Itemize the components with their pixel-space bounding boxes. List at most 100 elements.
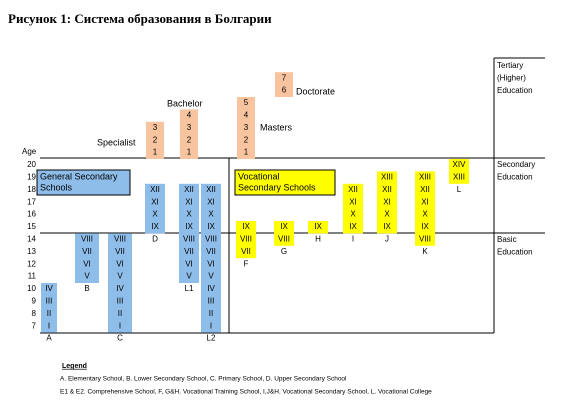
grade: VIII	[183, 235, 195, 244]
age: 17	[27, 197, 36, 206]
school-label: F	[244, 259, 249, 268]
degree-year: 2	[153, 135, 158, 144]
degree-name: Doctorate	[296, 86, 335, 96]
school-column	[75, 233, 99, 283]
grade: XI	[349, 197, 357, 206]
age: 9	[32, 297, 37, 306]
degree-year: 3	[153, 123, 158, 132]
grade: V	[117, 272, 123, 281]
grade: VIII	[419, 235, 431, 244]
level-label: Tertiary	[497, 61, 523, 70]
school-column	[449, 159, 469, 184]
school-column	[41, 283, 57, 333]
grade: IX	[349, 222, 357, 231]
grade: XII	[206, 185, 216, 194]
school-column	[377, 171, 397, 234]
grade: X	[350, 210, 356, 219]
school-type-label: Secondary Schools	[238, 182, 316, 192]
legend-line: A. Elementary School, B. Lower Secondary…	[60, 376, 347, 383]
level-label: Secondary	[497, 160, 535, 169]
degree-name: Bachelor	[167, 98, 203, 108]
grade: IX	[151, 222, 159, 231]
grade: XIII	[381, 173, 393, 182]
level-label: (Higher)	[497, 74, 526, 83]
grade: IX	[280, 222, 288, 231]
grade: XI	[207, 197, 215, 206]
level-label: Education	[497, 248, 533, 257]
degree-year: 2	[244, 135, 249, 144]
grade: IV	[207, 284, 215, 293]
grade: VI	[185, 259, 193, 268]
school-column	[145, 183, 165, 234]
grade: VI	[83, 259, 91, 268]
school-label: L	[457, 185, 462, 194]
grade: V	[208, 272, 214, 281]
school-type-label: General Secondary	[40, 171, 118, 181]
grade: XII	[348, 185, 358, 194]
school-column	[108, 233, 132, 333]
age: 10	[27, 284, 36, 293]
degree-year: 6	[282, 86, 287, 95]
degree-name: Specialist	[97, 137, 136, 147]
degree-column	[237, 97, 255, 159]
school-label: H	[315, 235, 321, 244]
grade: XI	[185, 197, 193, 206]
school-label: G	[281, 247, 287, 256]
school-label: L2	[207, 334, 216, 343]
grade: IX	[185, 222, 193, 231]
school-type-box	[234, 169, 336, 196]
grade: XIII	[419, 173, 431, 182]
school-type-box	[36, 169, 131, 196]
grade: XII	[150, 185, 160, 194]
degree-column	[146, 121, 164, 159]
school-column	[236, 221, 256, 259]
degree-year: 5	[244, 98, 249, 107]
legend-title: Legend	[62, 363, 87, 370]
age: 15	[27, 222, 36, 231]
age: 16	[27, 210, 36, 219]
grade: X	[208, 210, 214, 219]
school-label: I	[352, 235, 354, 244]
degree-year: 1	[244, 148, 249, 157]
degree-year: 2	[187, 135, 192, 144]
grade: IX	[421, 222, 429, 231]
grade: I	[119, 321, 121, 330]
legend-line: E1 & E2. Comprehensive School, F, G&H. V…	[60, 389, 432, 396]
school-label: K	[422, 247, 428, 256]
degree-column	[180, 109, 198, 159]
degree-year: 1	[187, 148, 192, 157]
grade: IV	[116, 284, 124, 293]
grade: XI	[421, 197, 429, 206]
age: 14	[27, 235, 36, 244]
grade: VII	[115, 247, 125, 256]
age: 19	[27, 173, 36, 182]
grade: X	[384, 210, 390, 219]
grade: II	[47, 309, 51, 318]
grade: VI	[116, 259, 124, 268]
school-column	[308, 221, 328, 234]
grade: IV	[45, 284, 53, 293]
grade: I	[48, 321, 50, 330]
grade: III	[117, 297, 124, 306]
grade: VIII	[114, 235, 126, 244]
degree-year: 3	[187, 123, 192, 132]
grade: III	[46, 297, 53, 306]
school-label: L1	[185, 284, 194, 293]
grade: V	[84, 272, 90, 281]
degree-year: 1	[153, 148, 158, 157]
grade: XIV	[453, 160, 467, 169]
grade: VII	[184, 247, 194, 256]
grade: X	[152, 210, 158, 219]
grade: VIII	[205, 235, 217, 244]
school-label: B	[84, 284, 89, 293]
age: 13	[27, 247, 36, 256]
grade: XII	[420, 185, 430, 194]
age: 7	[32, 321, 37, 330]
school-label: D	[152, 235, 158, 244]
grade: XI	[151, 197, 159, 206]
degree-year: 3	[244, 123, 249, 132]
degree-year: 4	[187, 111, 192, 120]
grade: VII	[82, 247, 92, 256]
level-label: Basic	[497, 235, 517, 244]
grade: XIII	[453, 173, 465, 182]
